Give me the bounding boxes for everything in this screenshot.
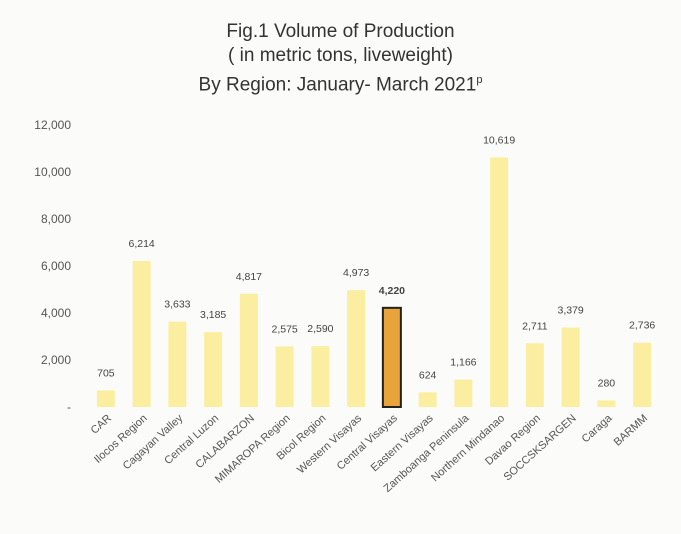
bar (204, 332, 223, 407)
data-label: 3,633 (164, 299, 190, 311)
data-label: 4,817 (236, 271, 262, 283)
bar (96, 390, 115, 407)
y-tick-label: 4,000 (41, 306, 71, 320)
chart-title: Fig.1 Volume of Production ( in metric t… (0, 20, 681, 97)
y-tick-label: 12,000 (34, 118, 71, 132)
bar (561, 327, 580, 407)
data-label: 2,736 (629, 320, 655, 332)
bar (168, 321, 187, 407)
bar (525, 343, 544, 407)
data-label: 1,166 (450, 357, 476, 369)
bar (490, 157, 509, 407)
bar (381, 306, 402, 408)
category-label: CAR (89, 412, 114, 436)
data-label: 3,185 (200, 309, 226, 321)
bar (132, 260, 151, 407)
y-tick-label: 8,000 (41, 212, 71, 226)
bar (239, 293, 258, 407)
category-label: Cagayan Valley (121, 412, 186, 472)
category-label: Western Visayas (295, 412, 364, 476)
title-line-3-text: By Region: January- March 2021 (198, 74, 477, 96)
title-line-1: Fig.1 Volume of Production (226, 21, 455, 42)
title-line-2: ( in metric tons, liveweight) (228, 45, 453, 66)
bar (597, 400, 616, 407)
data-label: 624 (419, 369, 437, 381)
y-tick-label: 6,000 (41, 259, 71, 273)
y-tick-label: 2,000 (41, 353, 71, 367)
data-label: 3,379 (557, 305, 583, 317)
data-label: 2,590 (307, 323, 333, 335)
category-label: Caraga (580, 412, 615, 446)
category-label: BARMM (612, 412, 650, 448)
data-label: 4,220 (379, 285, 405, 297)
data-label: 10,619 (483, 134, 515, 146)
data-label: 2,711 (522, 320, 548, 332)
y-tick-label: - (67, 400, 71, 414)
data-label: 4,973 (343, 267, 369, 279)
bar (347, 290, 366, 407)
data-label: 6,214 (128, 238, 154, 250)
data-label: 705 (97, 367, 115, 379)
data-label: 2,575 (271, 323, 297, 335)
bar (633, 342, 652, 407)
title-line-3: By Region: January- March 2021p (0, 68, 681, 97)
title-superscript: p (476, 74, 483, 86)
bar (311, 346, 330, 407)
bar (275, 346, 294, 407)
category-label: Central Visayas (335, 412, 400, 473)
y-tick-label: 10,000 (34, 165, 71, 179)
bar (418, 392, 437, 407)
data-label: 280 (598, 377, 616, 389)
bar (454, 379, 473, 407)
category-label: Eastern Visayas (369, 412, 436, 474)
